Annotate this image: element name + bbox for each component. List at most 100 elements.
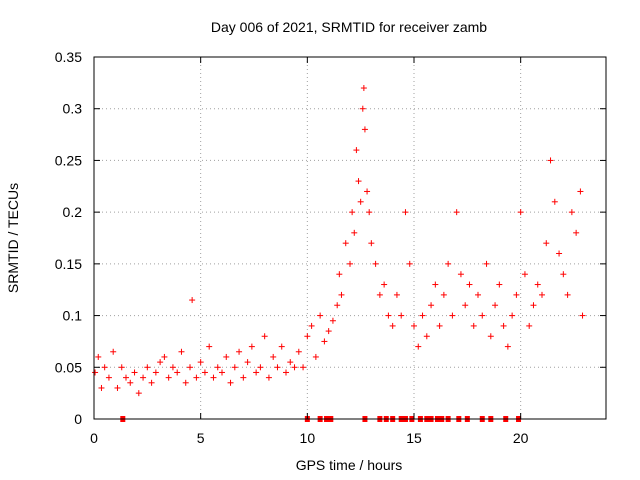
data-point xyxy=(214,364,221,371)
data-point xyxy=(453,209,460,216)
data-point xyxy=(253,369,260,376)
data-point xyxy=(210,374,217,381)
data-point xyxy=(123,374,129,381)
data-point xyxy=(223,353,230,360)
data-point xyxy=(423,333,430,340)
data-point xyxy=(445,260,452,267)
data-point xyxy=(432,281,439,288)
x-tick-label: 15 xyxy=(406,430,422,446)
data-points xyxy=(92,85,586,397)
y-tick-label: 0.3 xyxy=(63,101,83,117)
data-point xyxy=(381,281,388,288)
data-point xyxy=(479,312,486,319)
data-point xyxy=(551,198,558,205)
data-point xyxy=(244,359,251,366)
data-point xyxy=(140,374,147,381)
data-point xyxy=(457,271,464,278)
y-tick-label: 0.35 xyxy=(55,49,82,65)
data-point xyxy=(248,343,255,350)
data-point xyxy=(530,302,537,309)
grid-lines xyxy=(94,57,606,419)
data-point xyxy=(393,291,400,298)
data-point xyxy=(509,312,516,319)
data-point xyxy=(577,188,584,195)
data-point xyxy=(376,291,383,298)
data-point xyxy=(334,302,341,309)
data-point xyxy=(534,281,541,288)
data-point xyxy=(347,260,353,267)
data-point xyxy=(560,271,567,278)
data-point xyxy=(500,322,507,329)
data-point xyxy=(539,291,545,298)
data-point xyxy=(148,379,155,386)
data-point xyxy=(174,369,181,376)
data-point xyxy=(135,390,142,397)
y-tick-labels: 0 0.05 0.1 0.15 0.2 0.25 0.3 0.35 xyxy=(55,49,82,427)
data-point xyxy=(359,105,366,112)
data-point xyxy=(157,359,164,366)
data-point xyxy=(227,379,234,386)
x-tick-label: 0 xyxy=(90,430,98,446)
data-point xyxy=(513,291,520,298)
data-point xyxy=(564,291,571,298)
data-point xyxy=(189,297,196,304)
data-point xyxy=(521,271,528,278)
data-point xyxy=(349,209,356,216)
data-point xyxy=(517,209,524,216)
data-point xyxy=(428,302,435,309)
data-point xyxy=(110,348,117,355)
data-point xyxy=(487,333,494,340)
data-point xyxy=(440,291,447,298)
data-point xyxy=(462,302,469,309)
data-point xyxy=(240,374,247,381)
data-point xyxy=(300,364,307,371)
data-point xyxy=(385,312,392,319)
data-point xyxy=(308,322,315,329)
data-point xyxy=(101,364,108,371)
axis-ticks xyxy=(93,56,606,420)
data-point xyxy=(475,291,481,298)
y-tick-label: 0.25 xyxy=(55,152,82,168)
data-point xyxy=(114,384,121,391)
data-point xyxy=(283,369,289,376)
data-point xyxy=(419,312,426,319)
x-tick-label: 10 xyxy=(300,430,316,446)
data-point xyxy=(355,178,362,185)
data-point xyxy=(257,364,264,371)
y-tick-label: 0 xyxy=(74,411,82,427)
x-tick-label: 5 xyxy=(197,430,205,446)
y-tick-label: 0.1 xyxy=(63,308,83,324)
data-point xyxy=(449,312,456,319)
data-point xyxy=(295,348,302,355)
data-point xyxy=(144,364,151,371)
data-point xyxy=(304,333,311,340)
data-point xyxy=(360,85,367,92)
data-point xyxy=(361,126,368,133)
data-point xyxy=(504,343,511,350)
y-tick-label: 0.15 xyxy=(55,256,82,272)
data-point xyxy=(543,240,550,247)
data-point xyxy=(152,369,159,376)
data-point xyxy=(568,209,575,216)
data-point xyxy=(321,338,328,345)
data-point xyxy=(547,157,554,164)
x-axis-title: GPS time / hours xyxy=(296,457,403,473)
data-point xyxy=(364,188,371,195)
data-point xyxy=(579,312,586,319)
data-point xyxy=(496,281,503,288)
data-point xyxy=(470,322,477,329)
data-point xyxy=(118,364,125,371)
data-point xyxy=(231,364,238,371)
data-point xyxy=(466,281,473,288)
data-point xyxy=(98,384,105,391)
x-tick-labels: 0 5 10 15 20 xyxy=(90,430,529,446)
data-point xyxy=(165,374,172,381)
data-point xyxy=(402,209,409,216)
chart-title: Day 006 of 2021, SRMTID for receiver zam… xyxy=(211,19,487,35)
data-point xyxy=(278,343,285,350)
data-point xyxy=(236,348,243,355)
data-point xyxy=(389,322,396,329)
data-point xyxy=(201,369,208,376)
data-point xyxy=(436,322,443,329)
